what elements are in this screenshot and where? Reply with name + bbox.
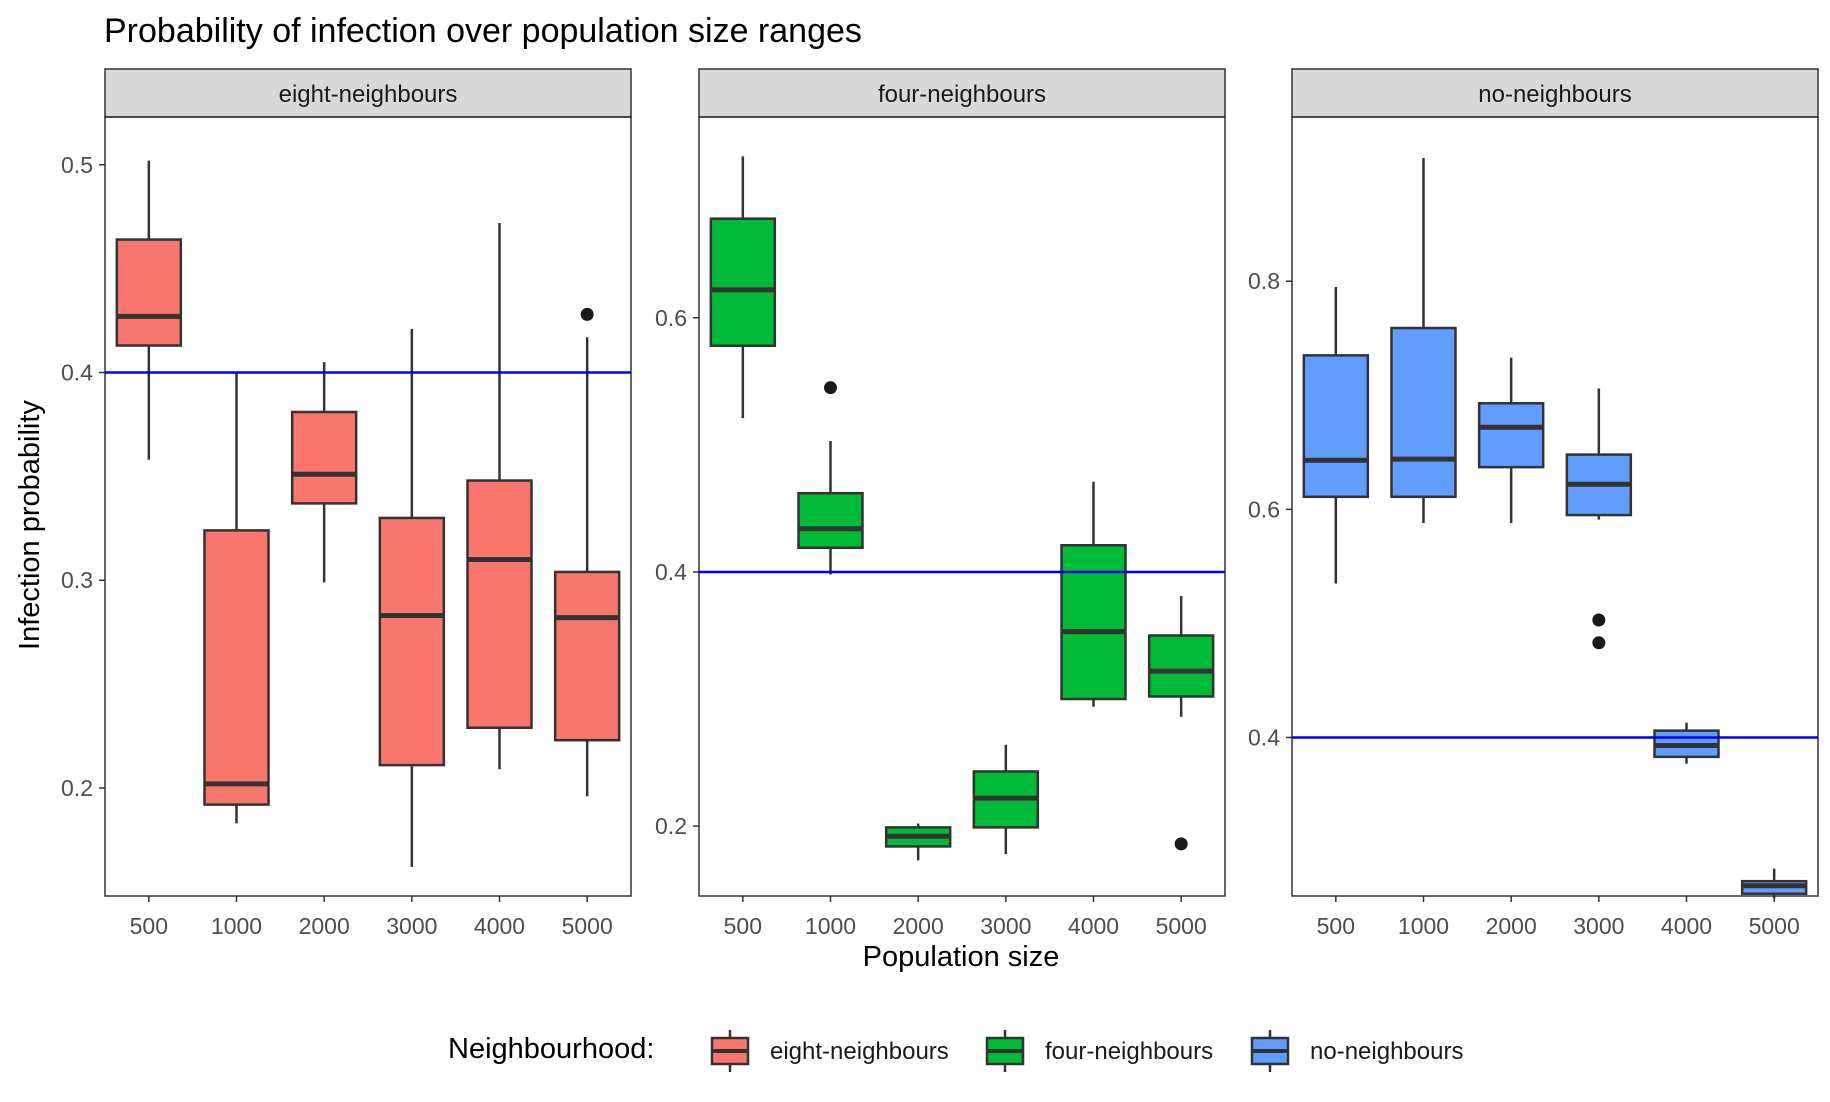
- box-500: [115, 160, 183, 460]
- outlier-point: [824, 381, 837, 395]
- panel-border: [698, 116, 1226, 897]
- x-tick-label: 2000: [1486, 913, 1537, 939]
- box-5000: [553, 307, 621, 797]
- box-4000: [466, 222, 533, 770]
- strip-label: eight-neighbours: [279, 81, 458, 108]
- x-tick-label: 1000: [1398, 913, 1449, 939]
- x-tick-label: 4000: [1068, 913, 1119, 939]
- panel-four-neighbours: four-neighbours 0.2 0.4 0.6 500 1000 2000 3000 4…: [655, 68, 1226, 939]
- strip-background: [1291, 68, 1819, 118]
- box-2000: [884, 823, 952, 861]
- box-iqr: [290, 410, 358, 505]
- y-tick-label: 0.4: [655, 559, 687, 585]
- outlier-point: [1174, 837, 1188, 851]
- box-4000: [1060, 481, 1127, 707]
- y-tick-label: 0.5: [61, 152, 93, 178]
- legend-item-eight-neighbours: eight-neighbours: [710, 1030, 949, 1072]
- x-tick-label: 1000: [211, 913, 262, 939]
- legend: Neighbourhood: eight-neighbours four-neig…: [448, 1030, 1463, 1072]
- y-tick-label: 0.2: [61, 775, 93, 801]
- box-3000: [1565, 388, 1633, 650]
- box-iqr: [1302, 354, 1370, 499]
- x-tick-label: 500: [130, 913, 168, 939]
- y-tick-label: 0.3: [61, 567, 93, 593]
- box-iqr: [1390, 326, 1457, 499]
- y-tick-label: 0.6: [655, 305, 687, 331]
- box-1000: [203, 372, 270, 824]
- y-tick-label: 0.4: [61, 360, 93, 386]
- box-3000: [972, 744, 1040, 855]
- x-tick-label: 5000: [1156, 913, 1207, 939]
- x-tick-label: 3000: [980, 913, 1031, 939]
- x-tick-label: 5000: [562, 913, 613, 939]
- panel-no-neighbours: no-neighbours 0.4 0.6 0.8 500 1000 2000 3000 400…: [1248, 68, 1819, 939]
- strip-label: four-neighbours: [878, 81, 1046, 108]
- legend-label: four-neighbours: [1045, 1038, 1213, 1065]
- box-iqr: [378, 516, 446, 767]
- box-5000: [1147, 596, 1215, 851]
- legend-label: eight-neighbours: [770, 1038, 949, 1065]
- panel-border: [104, 116, 632, 897]
- x-tick-label: 5000: [1749, 913, 1800, 939]
- outlier-point: [1592, 613, 1606, 627]
- x-axis-title: Population size: [863, 941, 1060, 973]
- x-tick-label: 1000: [805, 913, 856, 939]
- legend-title: Neighbourhood:: [448, 1033, 654, 1065]
- legend-item-no-neighbours: no-neighbours: [1250, 1030, 1463, 1072]
- box-iqr: [797, 491, 864, 550]
- box-1000: [1390, 158, 1457, 524]
- x-tick-label: 500: [724, 913, 762, 939]
- box-1000: [797, 381, 864, 575]
- box-iqr: [709, 217, 777, 347]
- strip-background: [104, 68, 632, 118]
- x-tick-label: 4000: [474, 913, 525, 939]
- box-iqr: [203, 529, 270, 806]
- x-tick-label: 4000: [1661, 913, 1712, 939]
- panel-eight-neighbours: eight-neighbours 0.2 0.3 0.4 0.5 500 1000 2000 3…: [61, 68, 632, 939]
- box-iqr: [553, 570, 621, 742]
- y-tick-label: 0.8: [1248, 268, 1280, 294]
- chart-title: Probability of infection over population…: [104, 12, 862, 50]
- legend-item-four-neighbours: four-neighbours: [985, 1030, 1213, 1072]
- x-tick-label: 500: [1317, 913, 1355, 939]
- facet-panels: eight-neighbours 0.2 0.3 0.4 0.5 500 1000 2000 3…: [61, 68, 1819, 939]
- box-500: [709, 156, 777, 419]
- box-iqr: [466, 479, 533, 729]
- y-tick-label: 0.2: [655, 813, 687, 839]
- box-iqr: [1147, 634, 1215, 698]
- box-500: [1302, 286, 1370, 584]
- outlier-point: [580, 307, 594, 321]
- box-iqr: [115, 238, 183, 347]
- legend-label: no-neighbours: [1310, 1038, 1463, 1065]
- box-5000: [1740, 868, 1808, 899]
- box-iqr: [1477, 402, 1545, 469]
- x-tick-label: 3000: [386, 913, 437, 939]
- box-2000: [1477, 357, 1545, 524]
- panel-border: [1291, 116, 1819, 897]
- strip-background: [698, 68, 1226, 118]
- box-3000: [378, 328, 446, 867]
- x-tick-label: 2000: [893, 913, 944, 939]
- outlier-point: [1592, 636, 1606, 650]
- x-tick-label: 3000: [1573, 913, 1624, 939]
- y-axis-title: Infection probability: [14, 400, 46, 650]
- box-iqr: [1060, 544, 1127, 701]
- strip-label: no-neighbours: [1478, 81, 1631, 108]
- box-2000: [290, 362, 358, 583]
- box-4000: [1653, 722, 1720, 764]
- y-tick-label: 0.4: [1248, 724, 1280, 750]
- x-tick-label: 2000: [299, 913, 350, 939]
- y-tick-label: 0.6: [1248, 496, 1280, 522]
